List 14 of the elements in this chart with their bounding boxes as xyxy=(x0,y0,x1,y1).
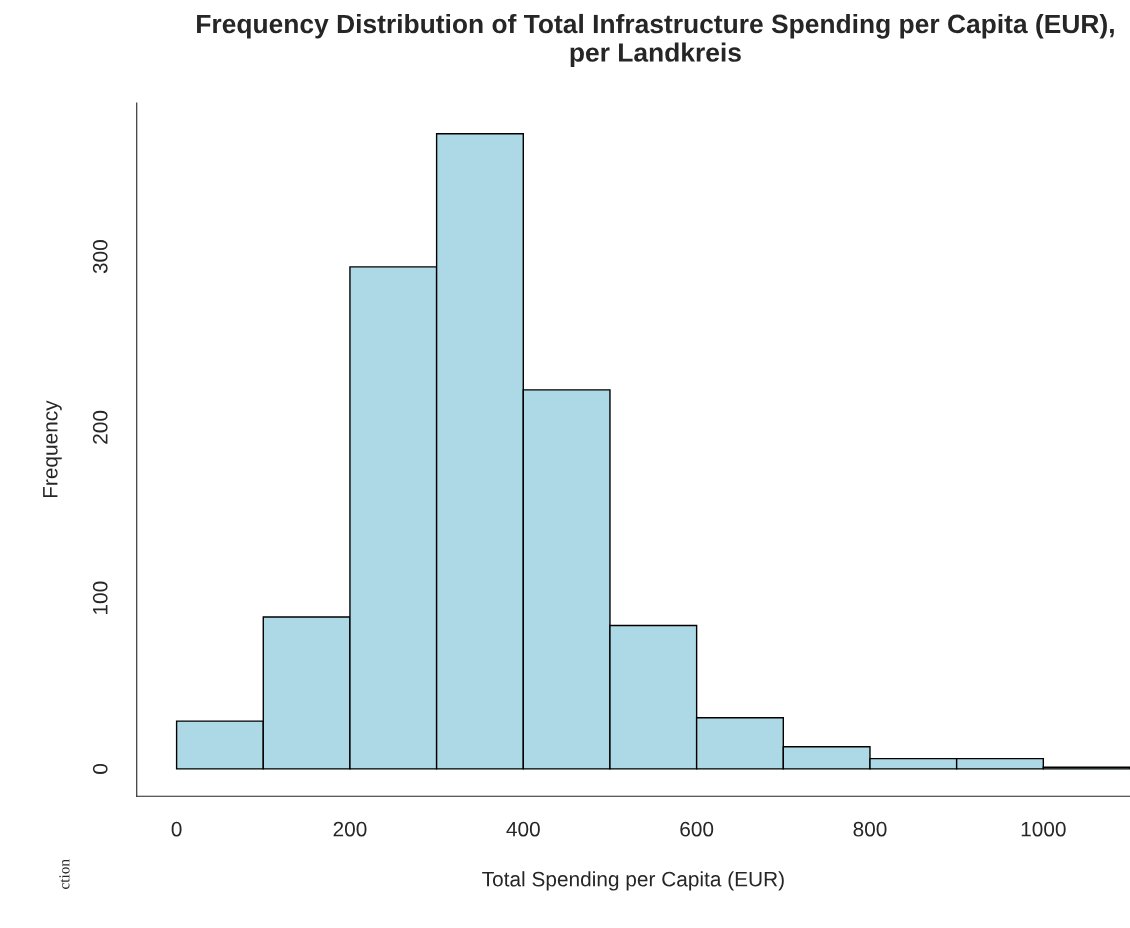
y-axis-title: Frequency xyxy=(43,400,62,498)
x-tick-label: 400 xyxy=(506,821,540,837)
text: ction xyxy=(59,859,70,889)
x-axis-title: Total Spending per Capita (EUR) xyxy=(482,871,784,891)
y-tick-label: 300 xyxy=(92,240,108,274)
x-tick-label: 600 xyxy=(680,821,714,837)
y-tick-label: 0 xyxy=(92,763,108,774)
x-tick-label: 200 xyxy=(333,821,367,837)
x-tick-label: 1000 xyxy=(1021,821,1066,837)
y-tick-label: 200 xyxy=(92,410,108,444)
chart-title: Frequency Distribution of Total Infrastructure Spending per Capita (EUR), per Landkreis xyxy=(197,13,1114,68)
y-tick-label: 100 xyxy=(92,581,108,614)
x-tick-label: 800 xyxy=(853,821,887,837)
x-tick-label: 0 xyxy=(171,821,182,837)
